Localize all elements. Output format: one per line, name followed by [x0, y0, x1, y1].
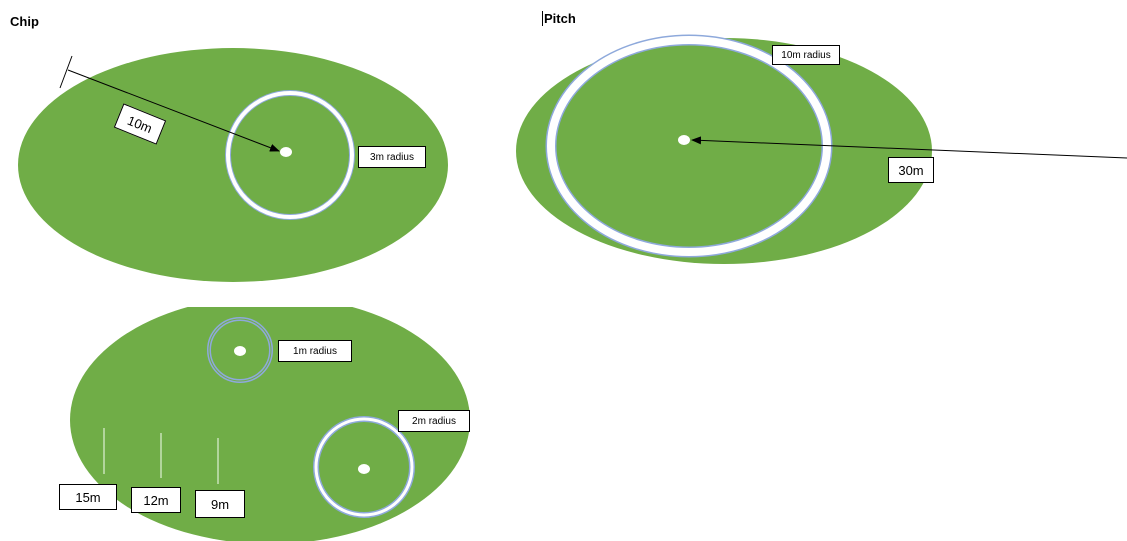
distance-label-15m: 15m [59, 484, 117, 510]
pitch-distance-line [691, 136, 1127, 159]
pitch-distance-label: 30m [888, 157, 934, 183]
practice-green-surface [70, 307, 470, 541]
small-radius-label: 1m radius [278, 340, 352, 362]
chip-hole [280, 147, 292, 157]
distance-label-12m: 12m [131, 487, 181, 513]
pitch-green [516, 34, 1127, 264]
pitch-green-surface [516, 38, 932, 264]
medium-target-ring-inner [314, 417, 414, 517]
small-target-ring-inner [208, 318, 272, 382]
chip-tee-marker [59, 55, 73, 89]
chip-target-ring-inner [226, 91, 354, 219]
chip-title: Chip [10, 14, 39, 29]
distance-label-9m: 9m [195, 490, 245, 518]
pitch-radius-label: 10m radius [772, 45, 840, 65]
pitch-hole [678, 135, 690, 145]
practice-green [70, 307, 470, 541]
chip-distance-line [67, 69, 280, 152]
medium-target-hole [358, 464, 370, 474]
small-target-hole [234, 346, 246, 356]
pitch-title: Pitch [542, 11, 576, 26]
medium-radius-label: 2m radius [398, 410, 470, 432]
chip-radius-label: 3m radius [358, 146, 426, 168]
